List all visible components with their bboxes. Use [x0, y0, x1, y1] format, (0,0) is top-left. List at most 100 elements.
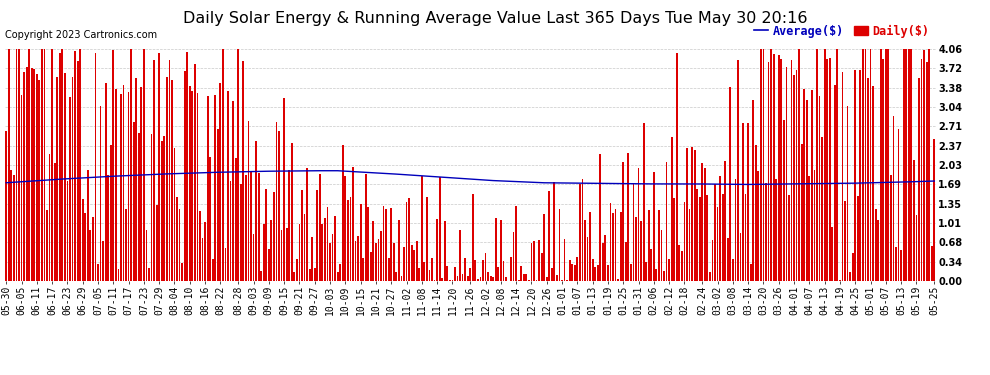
- Bar: [29, 49, 30, 281]
- Bar: [51, 49, 53, 281]
- Bar: [531, 243, 533, 281]
- Bar: [215, 95, 216, 281]
- Bar: [816, 49, 818, 281]
- Bar: [829, 58, 831, 281]
- Bar: [370, 252, 371, 281]
- Bar: [89, 230, 91, 281]
- Bar: [299, 224, 300, 281]
- Bar: [862, 49, 864, 281]
- Bar: [482, 260, 484, 281]
- Bar: [911, 49, 912, 281]
- Bar: [202, 238, 203, 281]
- Bar: [434, 280, 436, 281]
- Bar: [424, 262, 426, 281]
- Bar: [102, 241, 104, 281]
- Bar: [735, 179, 737, 281]
- Bar: [893, 116, 894, 281]
- Bar: [36, 74, 38, 281]
- Bar: [605, 235, 606, 281]
- Bar: [791, 60, 792, 281]
- Bar: [426, 196, 428, 281]
- Bar: [625, 242, 627, 281]
- Bar: [869, 49, 871, 281]
- Bar: [837, 49, 839, 281]
- Bar: [900, 250, 902, 281]
- Bar: [569, 260, 570, 281]
- Bar: [903, 49, 905, 281]
- Bar: [877, 220, 879, 281]
- Bar: [207, 96, 209, 281]
- Bar: [875, 209, 876, 281]
- Bar: [296, 259, 298, 281]
- Bar: [806, 100, 808, 281]
- Bar: [722, 194, 724, 281]
- Bar: [61, 49, 63, 281]
- Bar: [887, 49, 889, 281]
- Bar: [34, 69, 36, 281]
- Bar: [717, 207, 719, 281]
- Bar: [683, 202, 685, 281]
- Bar: [439, 177, 441, 281]
- Bar: [528, 280, 530, 281]
- Legend: Average($), Daily($): Average($), Daily($): [754, 24, 930, 38]
- Bar: [638, 168, 640, 281]
- Bar: [227, 91, 229, 281]
- Bar: [23, 72, 25, 281]
- Bar: [133, 122, 135, 281]
- Bar: [635, 217, 637, 281]
- Bar: [329, 243, 331, 281]
- Bar: [385, 209, 387, 281]
- Bar: [255, 141, 257, 281]
- Bar: [209, 157, 211, 281]
- Bar: [243, 60, 245, 281]
- Bar: [136, 78, 138, 281]
- Bar: [16, 49, 17, 281]
- Bar: [375, 243, 377, 281]
- Bar: [686, 148, 688, 281]
- Bar: [448, 279, 450, 281]
- Bar: [357, 236, 359, 281]
- Bar: [536, 280, 538, 281]
- Bar: [767, 63, 769, 281]
- Bar: [362, 258, 364, 281]
- Bar: [492, 278, 494, 281]
- Bar: [834, 85, 836, 281]
- Bar: [518, 280, 520, 281]
- Text: Copyright 2023 Cartronics.com: Copyright 2023 Cartronics.com: [5, 30, 157, 40]
- Bar: [770, 49, 772, 281]
- Bar: [220, 83, 222, 281]
- Bar: [319, 174, 321, 281]
- Bar: [76, 61, 78, 281]
- Bar: [163, 136, 165, 281]
- Bar: [268, 249, 269, 281]
- Bar: [257, 172, 259, 281]
- Bar: [451, 280, 453, 281]
- Bar: [612, 213, 614, 281]
- Bar: [8, 49, 10, 281]
- Bar: [262, 224, 264, 281]
- Bar: [773, 54, 774, 281]
- Bar: [521, 266, 522, 281]
- Bar: [212, 260, 214, 281]
- Bar: [689, 209, 690, 281]
- Bar: [523, 274, 525, 281]
- Bar: [66, 181, 68, 281]
- Bar: [895, 247, 897, 281]
- Bar: [390, 208, 392, 281]
- Bar: [783, 120, 785, 281]
- Bar: [217, 129, 219, 281]
- Bar: [655, 269, 657, 281]
- Bar: [633, 183, 635, 281]
- Bar: [571, 264, 573, 281]
- Bar: [197, 93, 198, 281]
- Bar: [446, 266, 448, 281]
- Bar: [898, 129, 900, 281]
- Bar: [21, 95, 23, 281]
- Bar: [539, 240, 540, 281]
- Bar: [515, 206, 517, 281]
- Bar: [11, 170, 12, 281]
- Bar: [401, 276, 402, 281]
- Bar: [168, 60, 170, 281]
- Bar: [349, 197, 351, 281]
- Bar: [849, 272, 851, 281]
